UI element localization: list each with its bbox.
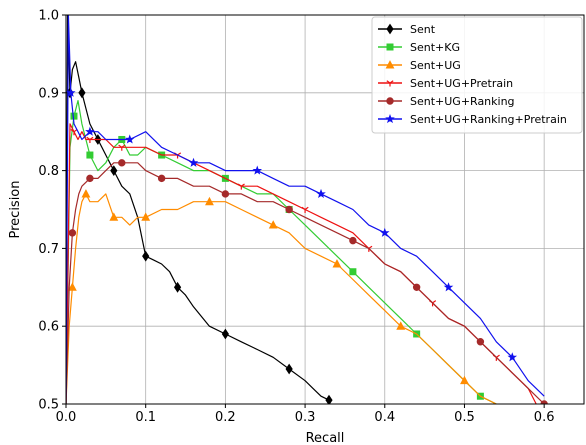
legend-label: Sent+KG: [410, 41, 460, 54]
legend-item: Sent+KG: [378, 41, 460, 54]
data-point: [349, 268, 357, 276]
data-point: [86, 151, 94, 159]
data-point: [173, 281, 182, 293]
series-line: [66, 123, 537, 404]
data-point: [268, 220, 278, 229]
data-point: [66, 87, 76, 97]
data-point: [316, 188, 326, 199]
y-tick-label: 0.8: [38, 164, 59, 179]
series-lines: [66, 15, 548, 404]
data-point: [157, 174, 166, 183]
legend-label: Sent+UG: [410, 59, 461, 72]
series-3: [66, 123, 537, 404]
data-point: [349, 236, 357, 245]
data-point: [118, 159, 126, 167]
legend-item: Sent: [378, 23, 436, 36]
x-tick-label: 0.2: [215, 410, 236, 425]
data-point: [118, 144, 126, 151]
y-tick-label: 0.6: [38, 320, 59, 335]
series-5: [66, 15, 545, 404]
data-point: [221, 190, 230, 198]
data-point: [396, 321, 406, 330]
data-point: [67, 282, 77, 291]
data-point: [141, 212, 151, 221]
legend-marker: [386, 97, 394, 105]
data-point: [81, 189, 91, 198]
legend-box: [371, 16, 583, 134]
legend-item: Sent+UG: [378, 59, 461, 72]
series-4: [66, 159, 548, 404]
legend-marker: [386, 23, 394, 35]
x-tick-label: 0.0: [56, 410, 77, 425]
series-1: [66, 100, 497, 404]
data-point: [443, 282, 454, 292]
x-axis-label: Recall: [306, 431, 345, 445]
legend-label: Sent+UG+Ranking: [410, 95, 515, 108]
data-point: [68, 229, 77, 237]
series-line: [66, 193, 497, 404]
data-point: [301, 206, 309, 213]
legend-label: Sent+UG+Pretrain: [410, 77, 513, 90]
data-point: [332, 259, 342, 268]
legend-marker: [385, 60, 395, 69]
legend-label: Sent+UG+Ranking+Pretrain: [410, 113, 567, 126]
data-point: [285, 363, 293, 375]
y-tick-label: 0.5: [38, 398, 59, 413]
x-tick-label: 0.6: [534, 410, 555, 425]
data-point: [188, 157, 199, 167]
legend-marker: [386, 43, 394, 51]
data-point: [109, 212, 119, 221]
data-point: [221, 328, 229, 340]
data-point: [86, 136, 94, 143]
y-tick-label: 1.0: [38, 9, 59, 24]
data-point: [78, 87, 86, 99]
legend-marker: [385, 113, 395, 124]
x-tick-label: 0.4: [374, 410, 395, 425]
data-point: [85, 126, 95, 136]
y-tick-label: 0.7: [38, 242, 59, 257]
legend: Sent Sent+KG Sent+UG Sent+UG+Pretrain Sent+U…: [371, 16, 583, 134]
data-point: [110, 165, 118, 177]
data-point: [412, 283, 421, 291]
data-point: [86, 174, 94, 183]
data-point: [325, 394, 333, 404]
data-point: [476, 338, 485, 346]
data-point: [285, 205, 293, 214]
data-point: [237, 183, 245, 190]
legend-item: Sent+UG+Ranking: [378, 95, 515, 108]
x-tick-label: 0.1: [135, 410, 156, 425]
series-line: [66, 100, 497, 404]
data-point: [379, 227, 390, 237]
plot-frame: [65, 14, 585, 405]
x-tick-label: 0.5: [454, 410, 475, 425]
data-point: [507, 352, 518, 362]
legend-marker: [386, 80, 394, 87]
y-axis-label: Precision: [8, 180, 23, 238]
y-tick-label: 0.9: [38, 86, 59, 101]
axis-ticks: 0.0 0.1 0.2 0.3 0.4 0.5 0.6 0.5 0.6 0.7 0.8 0.9 1.0: [38, 9, 554, 426]
x-tick-label: 0.3: [295, 410, 316, 425]
data-point: [252, 165, 263, 175]
series-2: [66, 189, 497, 404]
legend-item: Sent+UG+Pretrain: [378, 77, 513, 90]
data-point: [205, 196, 214, 206]
legend-label: Sent: [410, 23, 436, 36]
data-point: [124, 134, 135, 144]
data-point: [142, 250, 150, 262]
legend-item: Sent+UG+Ranking+Pretrain: [378, 113, 567, 126]
data-point: [460, 375, 469, 385]
